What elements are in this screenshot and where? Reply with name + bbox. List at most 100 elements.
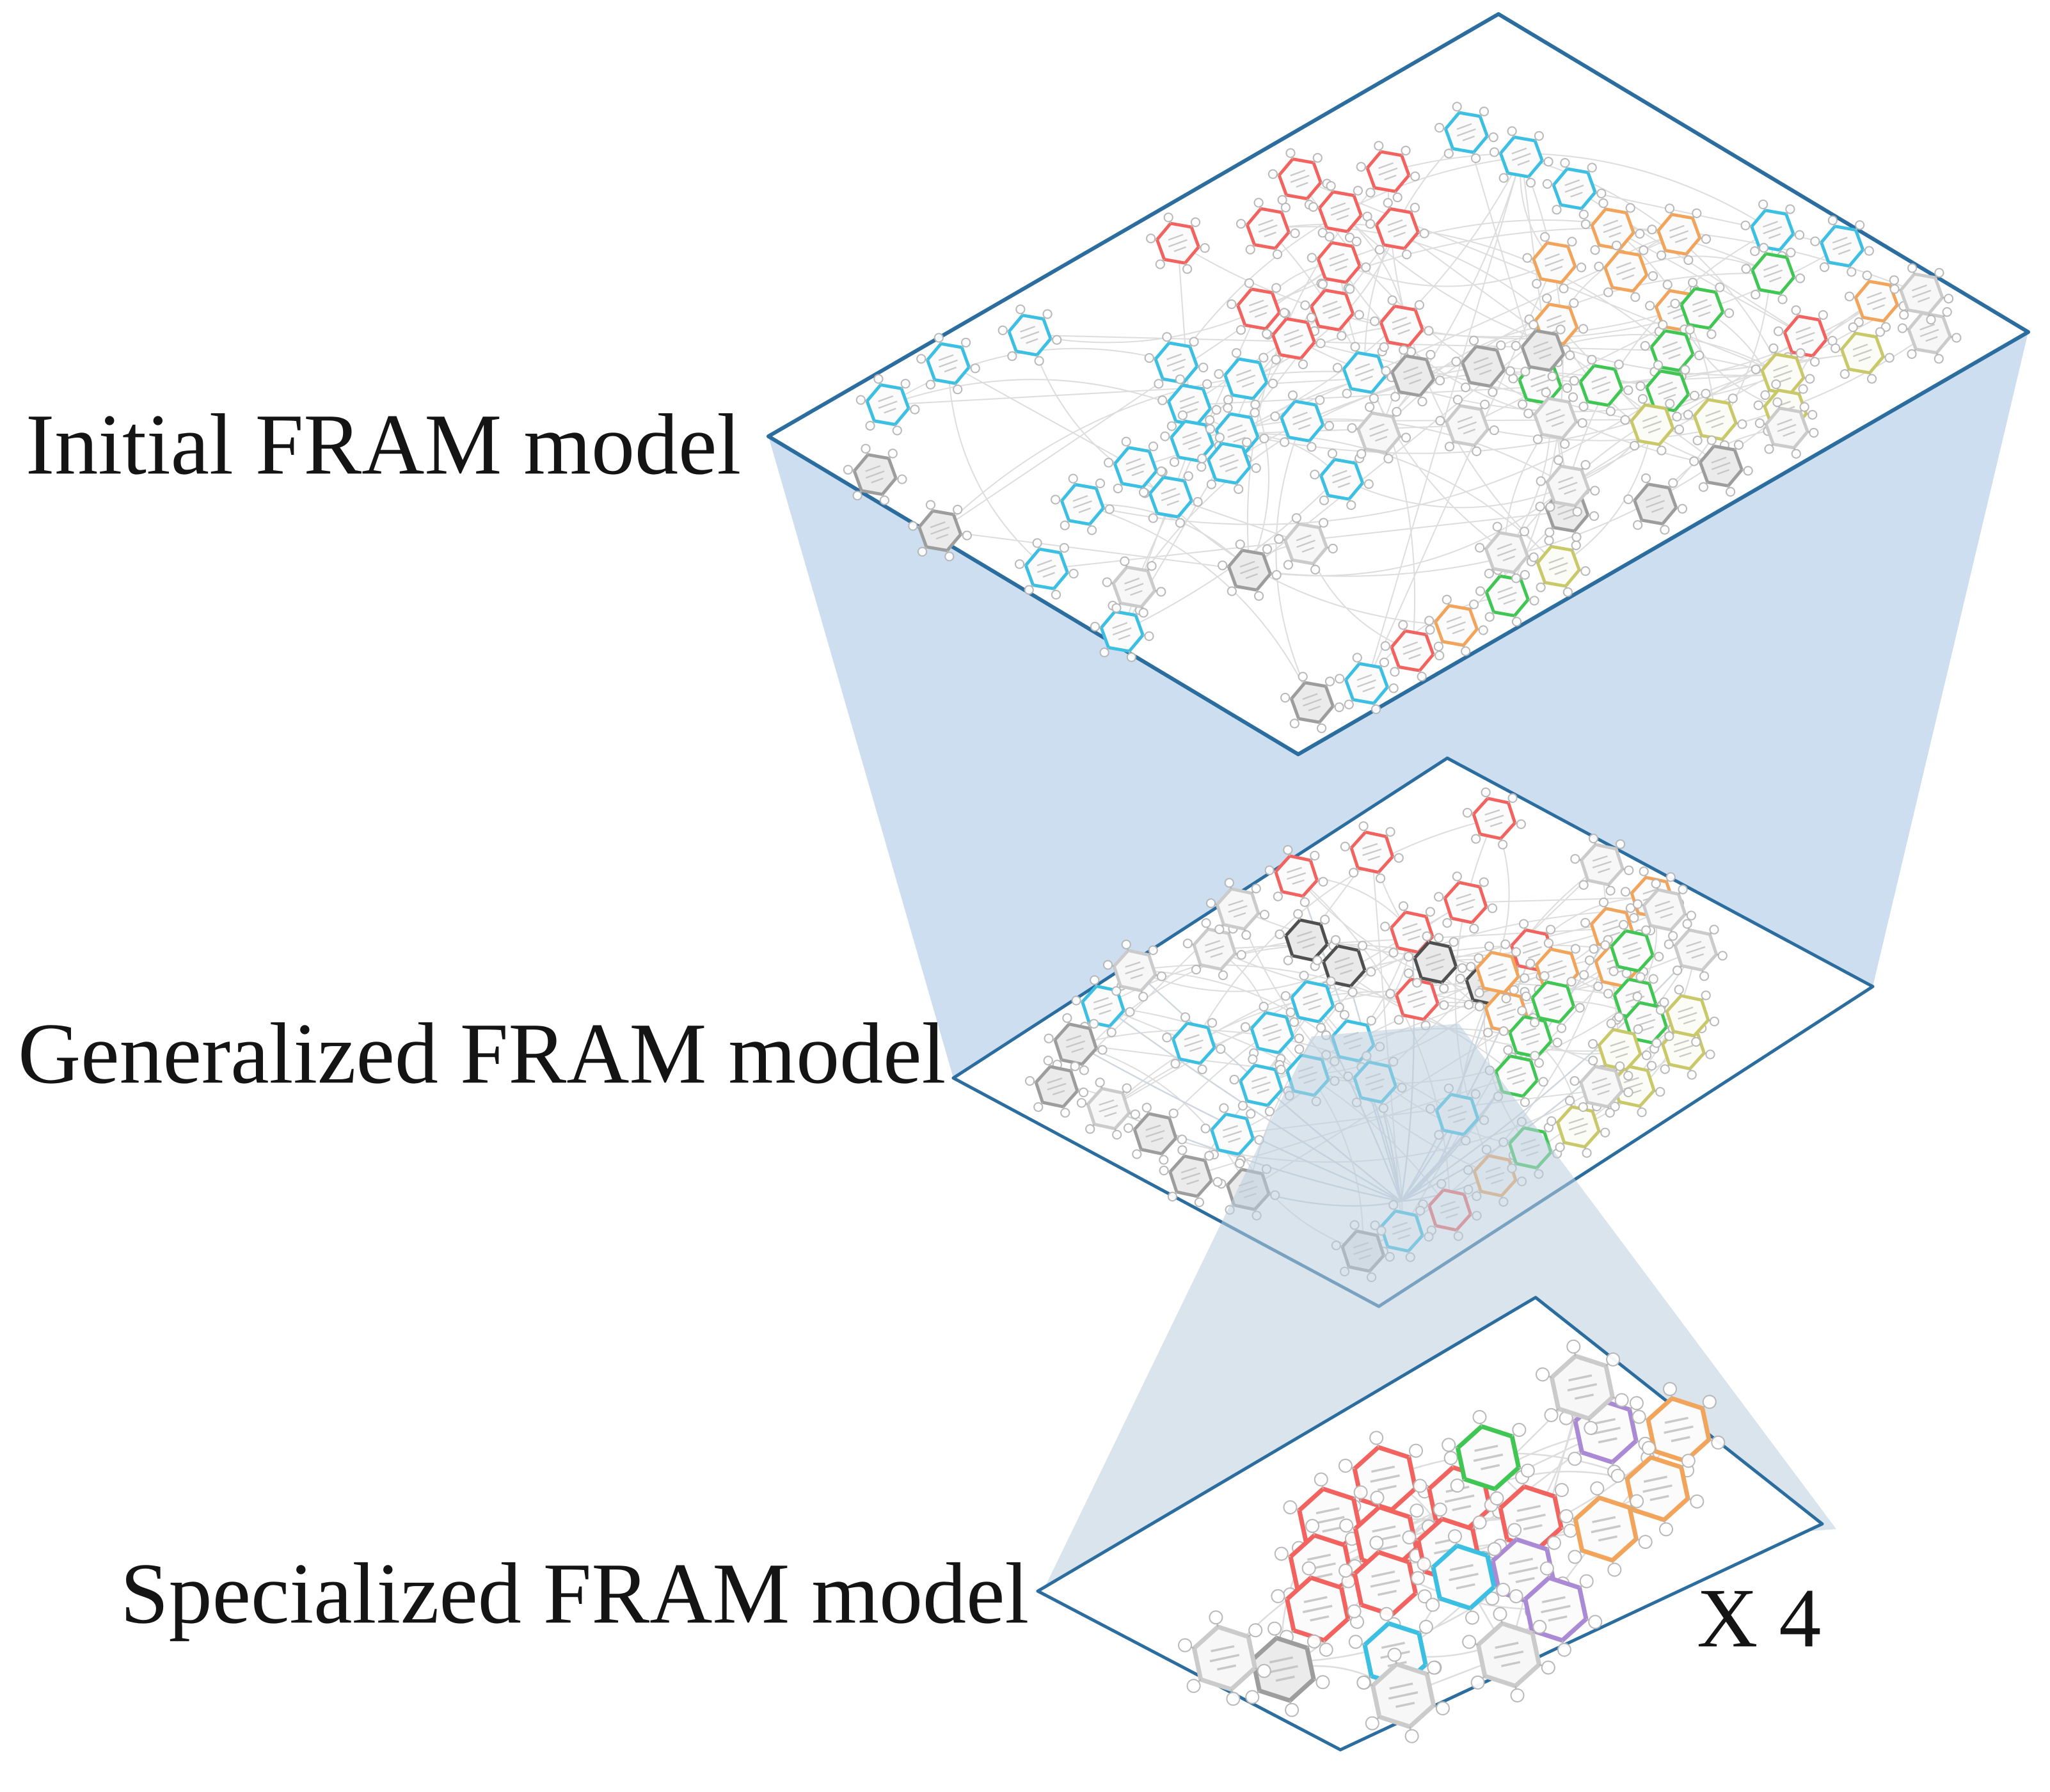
fram-function-node-orange [1466, 941, 1530, 1004]
fram-function-node-cyan [1434, 102, 1498, 164]
frustum-top-middle [768, 332, 2028, 1078]
fram-function-node-cyan [1310, 448, 1374, 511]
fram-function-node-faded [1569, 1056, 1633, 1118]
fram-function-node-cyan [1197, 432, 1261, 495]
fram-function-node-red [1340, 821, 1404, 884]
fram-function-node-cyan [1489, 126, 1553, 188]
fram-function-node-green [1640, 320, 1704, 382]
fram-function-node-gray [1689, 435, 1753, 497]
plane-initial [767, 12, 2030, 756]
fram-function-node-faded [1570, 833, 1634, 896]
fram-function-node-faded [1205, 878, 1270, 940]
fram-function-node-faded [1475, 521, 1539, 583]
fram-function-node-cyan [1014, 538, 1079, 600]
fram-function-node-cyan [1144, 332, 1209, 393]
fram-function-node-red [1434, 871, 1498, 934]
fram-function-node-red [1380, 620, 1445, 682]
fram-function-node-cyan [1335, 653, 1399, 715]
fram-function-node-cyan [1810, 215, 1874, 277]
fram-function-node-red [1264, 844, 1328, 907]
fram-function-node-faded [1102, 556, 1166, 618]
fram-function-node-red [1262, 308, 1326, 370]
fram-function-node-gray [1159, 1145, 1223, 1207]
fram-function-node-cyan [1280, 971, 1344, 1033]
fram-function-node-faded [1632, 878, 1696, 941]
fram-function-node-faded [1182, 918, 1246, 981]
plane-specialized [1036, 1296, 1824, 1752]
fram-function-node-cyan [1051, 473, 1115, 535]
fram-function-node-red [1339, 1491, 1433, 1587]
fram-function-node-faded [1889, 263, 1954, 325]
fram-function-node-red [1271, 1561, 1365, 1657]
fram-function-node-green [1741, 242, 1806, 305]
fram-function-node-orange [1594, 241, 1658, 302]
fram-function-node-yellow [1546, 1095, 1610, 1158]
fram-function-node-gray [843, 443, 907, 505]
fram-function-node-cyan [1162, 1012, 1226, 1075]
label-initial-fram-model: Initial FRAM model [26, 397, 742, 493]
fram-function-node-red [1146, 212, 1210, 274]
fram-function-node-faded [1356, 1647, 1450, 1743]
fram-function-node-cyan [1240, 1001, 1304, 1064]
fram-function-node-red [1365, 198, 1429, 260]
fram-function-node-gray [1623, 473, 1688, 535]
fram-function-node-dark [1403, 931, 1467, 994]
fram-function-node-gray [908, 500, 972, 562]
fram-function-node-yellow [1831, 322, 1895, 384]
fram-function-node-green [1670, 278, 1735, 339]
fram-function-node-gray [1024, 1056, 1089, 1118]
fram-function-node-faded [1076, 1077, 1140, 1140]
fram-function-node-gray [1511, 319, 1575, 381]
fram-function-node-cyan [1270, 390, 1335, 452]
fram-function-node-faded [1274, 513, 1338, 575]
fram-function-node-red [1369, 295, 1434, 357]
fram-function-node-yellow [1655, 985, 1720, 1047]
fram-function-node-red [1385, 968, 1449, 1031]
fram-function-node-red [1356, 141, 1420, 203]
fram-function-node-cyan [1104, 436, 1168, 498]
fram-function-node-yellow [1683, 388, 1747, 450]
fram-function-node-cyan [1214, 348, 1278, 409]
frustum-top-middle-shape [768, 332, 2028, 1078]
fram-function-node-gray [1381, 345, 1445, 407]
fram-function-node-red [1300, 279, 1364, 341]
fram-function-node-orange [1559, 1481, 1653, 1577]
fram-function-node-faded [1535, 1339, 1629, 1435]
fram-function-node-faded [1523, 387, 1587, 449]
fram-function-node-red [1236, 198, 1300, 260]
fram-function-node-gray [1451, 335, 1516, 397]
fram-function-node-red [1462, 787, 1526, 850]
fram-function-node-gray [1123, 1102, 1188, 1165]
fram-function-node-dark [1312, 935, 1376, 997]
fram-function-node-red [1308, 180, 1372, 242]
fram-function-node-red [1339, 1535, 1432, 1631]
fram-function-node-faded [1462, 1606, 1555, 1702]
fram-function-node-red [1773, 305, 1838, 367]
label-specialized-fram-model: Specialized FRAM model [120, 1546, 1029, 1642]
fram-function-node-orange [1522, 232, 1587, 294]
fram-function-node-cyan [916, 333, 980, 395]
fram-function-node-gray [1218, 539, 1282, 601]
fram-function-node-gray [1280, 672, 1344, 733]
fram-function-node-faded [1435, 395, 1499, 457]
fram-function-node-dark [1275, 908, 1339, 971]
fram-function-node-green [1521, 971, 1585, 1033]
fram-function-node-cyan [1138, 466, 1203, 528]
fram-function-node-cyan [1417, 1529, 1511, 1625]
fram-function-node-cyan [1071, 975, 1135, 1038]
fram-function-node-faded [1664, 919, 1728, 981]
fram-function-node-faded [1347, 402, 1411, 464]
label-generalized-fram-model: Generalized FRAM model [18, 1006, 946, 1102]
fram-function-node-gray [1044, 1013, 1108, 1075]
fram-function-node-cyan [1542, 157, 1607, 219]
fram-function-node-orange [1647, 203, 1712, 266]
fram-function-node-green [1569, 354, 1633, 416]
fram-function-node-faded [1102, 939, 1167, 1002]
label-multiplier-x4: X 4 [1697, 1571, 1822, 1665]
fram-function-node-faded [1536, 455, 1600, 517]
fram-function-node-faded [1754, 397, 1819, 459]
fram-function-node-faded [1178, 1610, 1271, 1706]
fram-function-node-green [1442, 1409, 1535, 1506]
